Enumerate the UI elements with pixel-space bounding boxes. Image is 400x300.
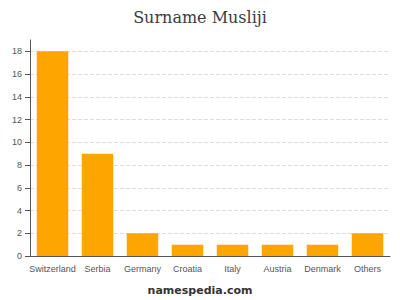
svg-text:Italy: Italy: [224, 264, 241, 274]
svg-text:16: 16: [12, 69, 22, 79]
svg-text:4: 4: [17, 206, 22, 216]
svg-text:Denmark: Denmark: [304, 264, 341, 274]
svg-text:14: 14: [12, 92, 22, 102]
svg-text:8: 8: [17, 160, 22, 170]
svg-text:2: 2: [17, 228, 22, 238]
svg-text:namespedia.com: namespedia.com: [148, 284, 253, 297]
svg-text:Serbia: Serbia: [84, 264, 110, 274]
svg-text:Others: Others: [354, 264, 382, 274]
svg-text:Switzerland: Switzerland: [29, 264, 76, 274]
svg-text:Croatia: Croatia: [173, 264, 202, 274]
svg-text:0: 0: [17, 251, 22, 261]
svg-text:Austria: Austria: [263, 264, 291, 274]
svg-text:18: 18: [12, 46, 22, 56]
svg-text:10: 10: [12, 137, 22, 147]
svg-text:12: 12: [12, 115, 22, 125]
svg-text:Germany: Germany: [124, 264, 162, 274]
svg-text:Surname Musliji: Surname Musliji: [133, 8, 267, 27]
svg-text:6: 6: [17, 183, 22, 193]
